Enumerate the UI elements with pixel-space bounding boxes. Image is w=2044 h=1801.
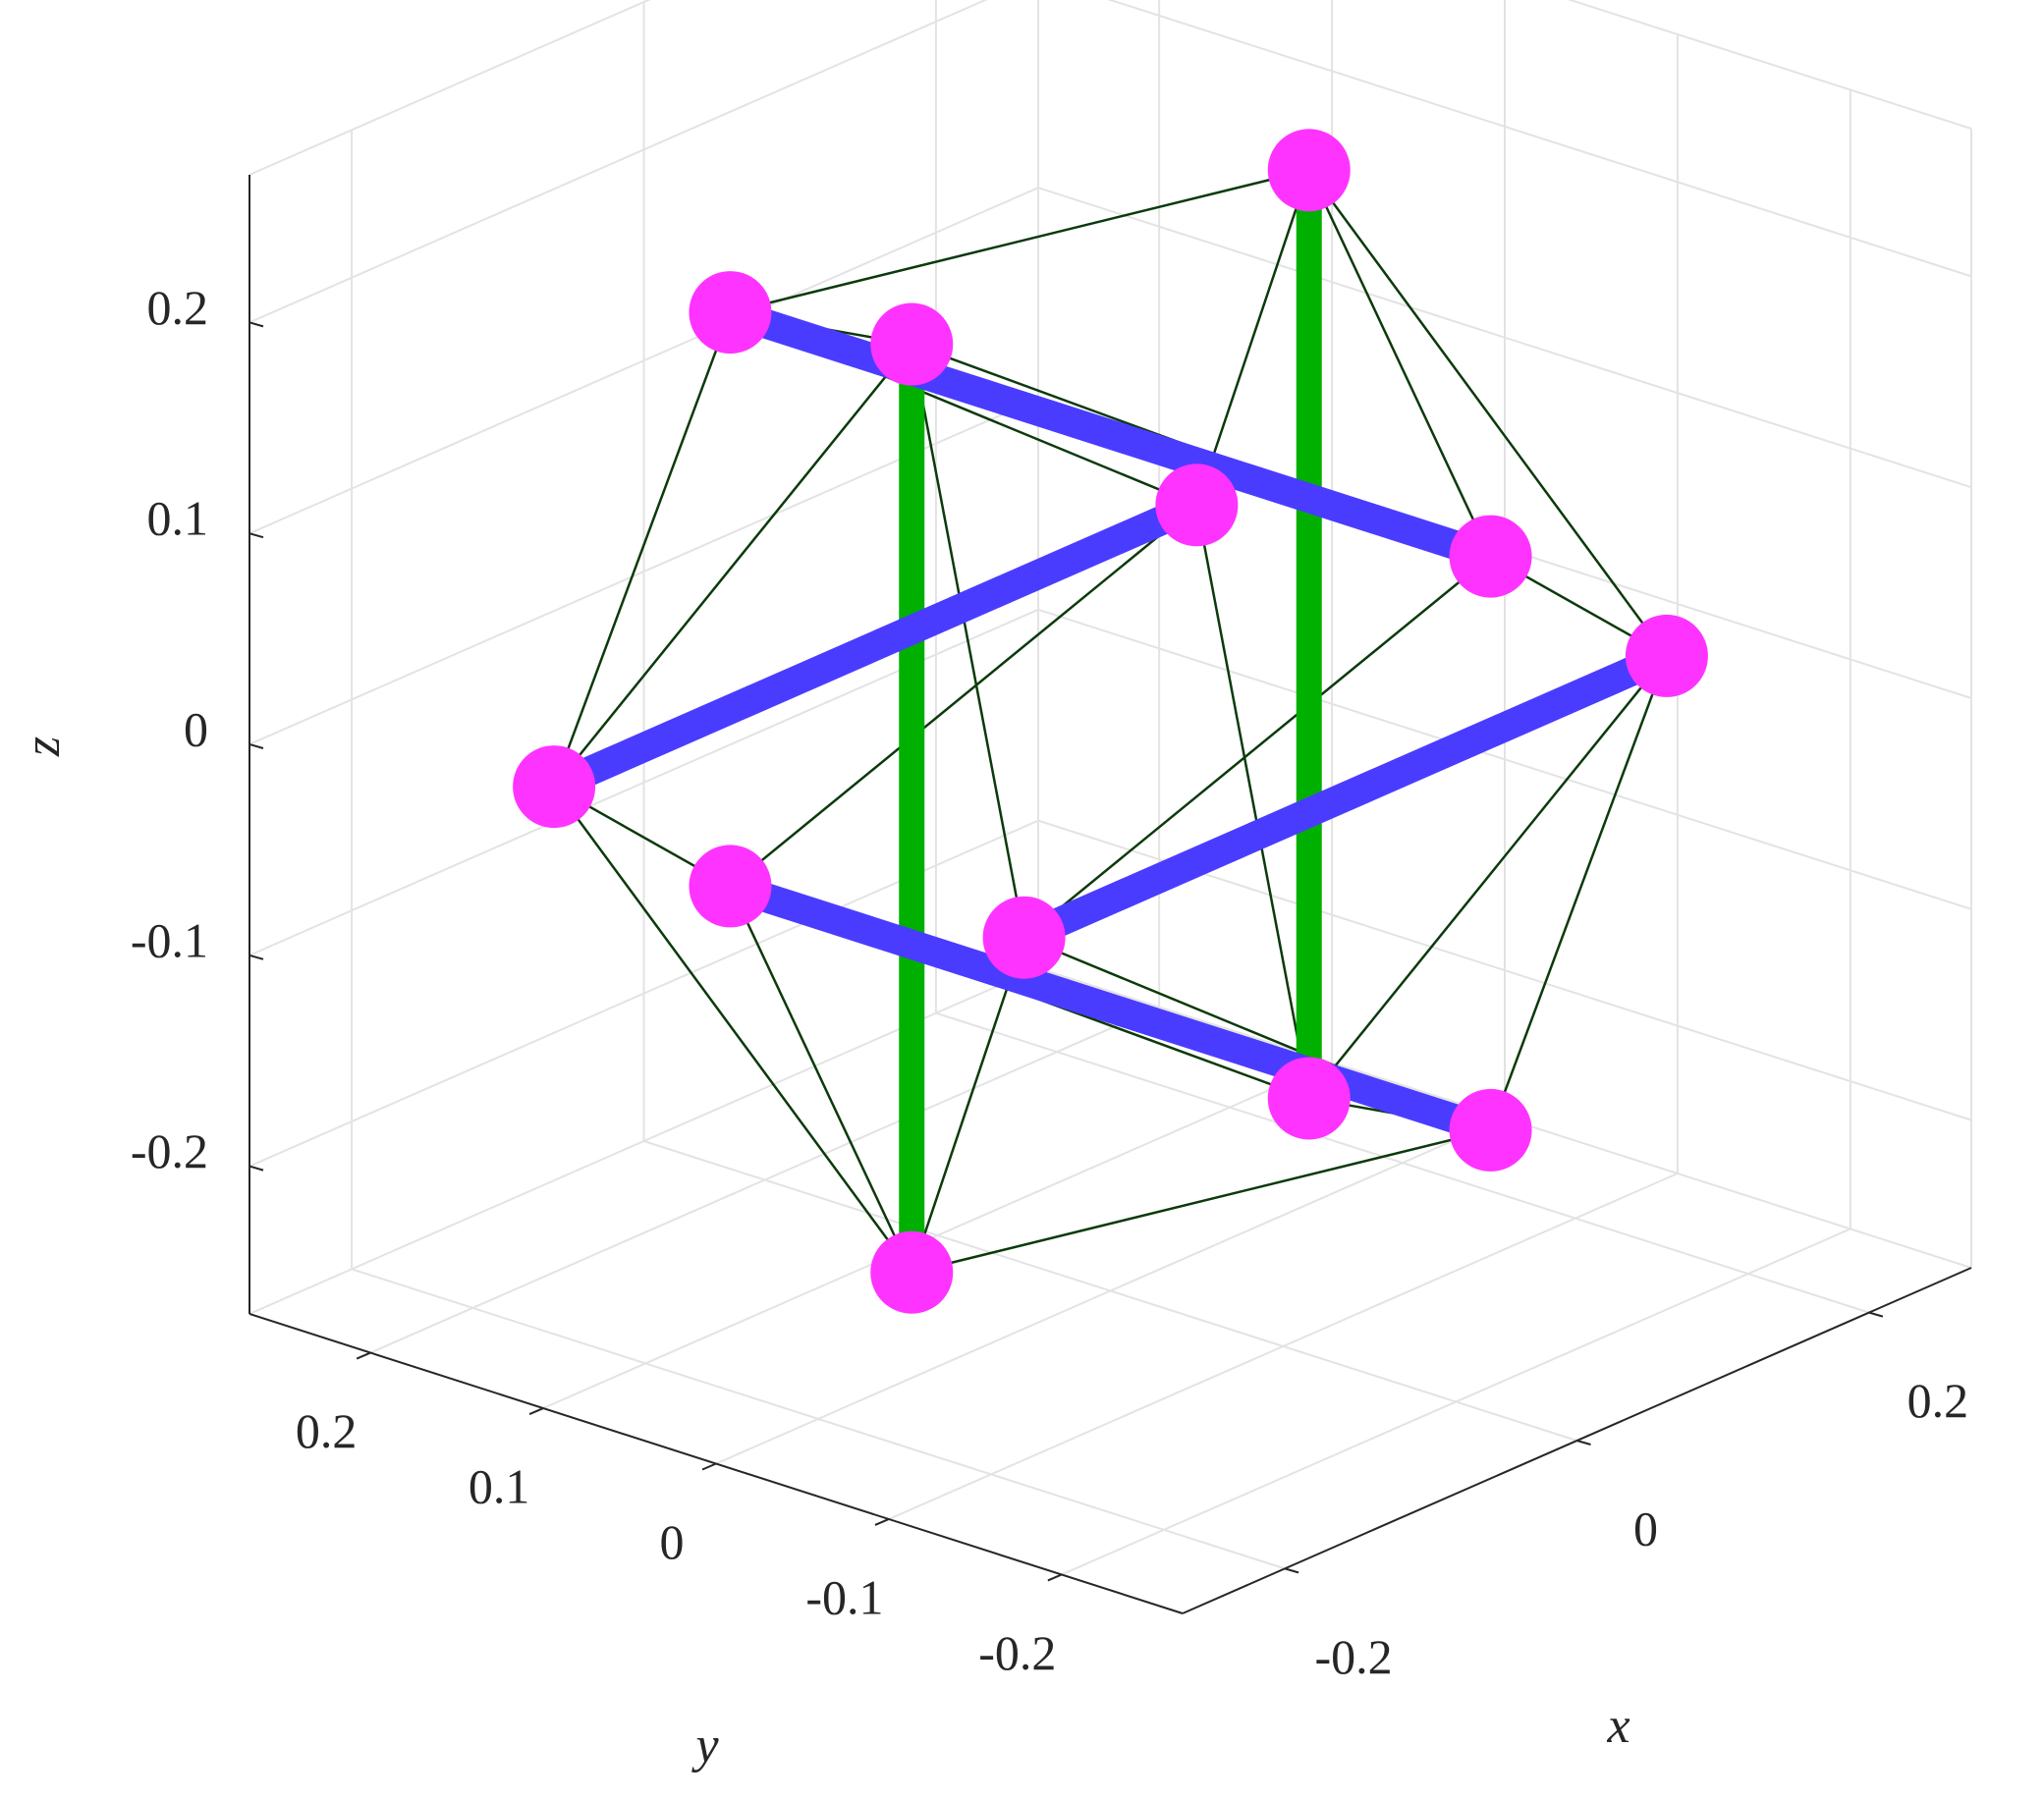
y-tick-label: 0.1 (469, 1458, 530, 1513)
y-tick-label: 0 (660, 1514, 685, 1569)
z-tick-label: 0 (184, 701, 208, 756)
x-tick-label: 0.2 (1907, 1373, 1969, 1428)
y-tick (1047, 1573, 1063, 1582)
string (911, 937, 1025, 1274)
grid (249, 0, 1972, 1576)
string (911, 344, 1025, 938)
node (689, 271, 772, 355)
axes: -0.2 0 0.2 -0.2 -0.1 0 0.1 0.2 -0.2 -0.1 0 0.1 0.2 (131, 175, 1972, 1684)
y-tick (528, 1407, 544, 1415)
grid-line (715, 1117, 1506, 1465)
string (730, 169, 1310, 314)
z-tick (249, 532, 264, 539)
z-tick-label: -0.1 (131, 912, 208, 967)
z-tick-label: 0.1 (147, 491, 209, 546)
y-tick-label: -0.2 (978, 1625, 1056, 1680)
z-tick-label: 0.2 (147, 280, 209, 335)
string (1022, 555, 1492, 939)
node (870, 1230, 954, 1314)
box-edge (1567, 0, 1972, 130)
marks (513, 129, 1708, 1314)
y-tick-label: 0.2 (296, 1403, 358, 1458)
y-axis-label: y (691, 1718, 719, 1774)
string (552, 311, 732, 788)
bar (725, 872, 1496, 1145)
string (1307, 655, 1668, 1100)
bar (725, 298, 1496, 571)
z-tick-label: -0.2 (131, 1123, 208, 1178)
node (1625, 614, 1708, 697)
node (1449, 515, 1532, 598)
z-tick (249, 743, 264, 749)
bar (1018, 642, 1673, 952)
string (553, 786, 913, 1274)
x-tick-label: 0 (1633, 1501, 1658, 1555)
string (1307, 169, 1492, 558)
x-tick (1284, 1567, 1299, 1574)
string (553, 343, 913, 788)
z-tick (249, 954, 264, 960)
z-tick (249, 1165, 264, 1172)
node (1267, 129, 1351, 212)
node (870, 302, 954, 386)
node (1155, 464, 1239, 547)
node (513, 745, 596, 829)
y-tick (874, 1518, 890, 1526)
bar (548, 491, 1203, 800)
string (729, 504, 1198, 888)
string (1489, 655, 1669, 1131)
grid-line (1037, 187, 1972, 489)
node (1267, 1057, 1351, 1140)
grid-line (1107, 0, 1972, 278)
grid-line (249, 187, 1039, 535)
node (1449, 1088, 1532, 1172)
x-axis-line (1182, 1267, 1972, 1614)
node (689, 845, 772, 928)
grid-line (369, 1006, 1160, 1354)
y-tick (356, 1351, 371, 1360)
z-tick (249, 321, 264, 328)
string (1195, 505, 1310, 1099)
x-tick (1576, 1440, 1591, 1446)
y-tick-label: -0.1 (805, 1569, 883, 1624)
string (911, 1128, 1491, 1274)
string (1307, 169, 1668, 657)
grid-line (888, 1173, 1679, 1520)
x-tick-label: -0.2 (1315, 1629, 1393, 1684)
grid-line (542, 1062, 1333, 1409)
grid-line (1037, 608, 1972, 910)
grid-line (1061, 1228, 1851, 1576)
x-axis-label: x (1606, 1698, 1630, 1754)
string (729, 885, 913, 1274)
string (1195, 169, 1310, 506)
x-tick (1868, 1311, 1884, 1318)
node (982, 896, 1066, 979)
grid-line (249, 0, 988, 324)
z-axis-label: z (15, 737, 71, 757)
y-axis-line (249, 1313, 1184, 1614)
y-tick (701, 1462, 717, 1471)
